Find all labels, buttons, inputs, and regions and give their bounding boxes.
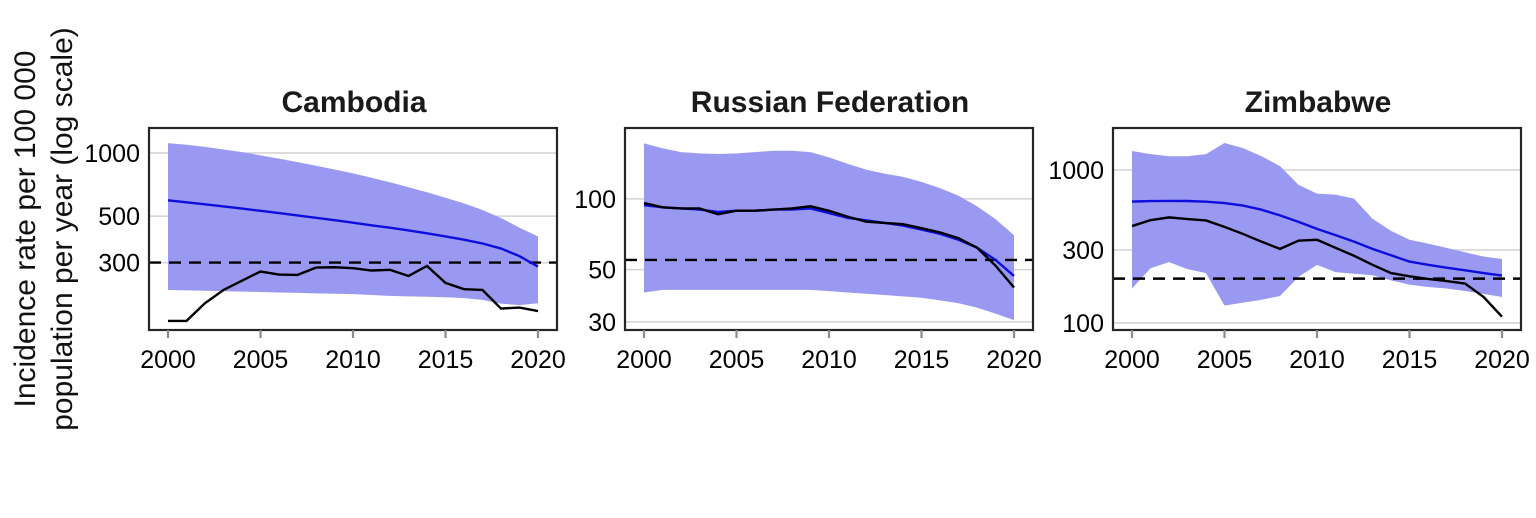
y-tick-label: 50 bbox=[588, 257, 616, 285]
panel-title-zimbabwe: Zimbabwe bbox=[1244, 86, 1392, 119]
x-tick-label: 2005 bbox=[709, 346, 765, 374]
estimated-incidence-line bbox=[167, 199, 539, 268]
y-axis-title-line2: population per year (log scale) bbox=[46, 27, 79, 431]
x-tick-label: 2000 bbox=[616, 346, 672, 374]
russian-federation-plot: 2000 2005 2010 2015 2020 100 50 30 bbox=[574, 126, 1042, 374]
y-axis-title: Incidence rate per 100 000 population pe… bbox=[7, 0, 81, 459]
x-tick-label: 2015 bbox=[418, 346, 474, 374]
x-tick-label: 2005 bbox=[233, 346, 289, 374]
panel-title-russian-federation: Russian Federation bbox=[690, 86, 970, 119]
notifications-line bbox=[168, 264, 539, 323]
x-tick-label: 2015 bbox=[1382, 346, 1438, 374]
panel-title-cambodia: Cambodia bbox=[281, 86, 427, 119]
uncertainty-interval-band bbox=[1132, 143, 1502, 306]
y-axis-title-line1: Incidence rate per 100 000 bbox=[9, 50, 42, 408]
y-tick-label: 300 bbox=[98, 250, 140, 278]
y-tick-label: 100 bbox=[1062, 310, 1104, 338]
notifications-line bbox=[1131, 216, 1503, 318]
y-tick-label: 1000 bbox=[84, 140, 140, 168]
y-tick-label: 1000 bbox=[1048, 157, 1104, 185]
y-tick-label: 30 bbox=[588, 309, 616, 337]
uncertainty-interval-band bbox=[168, 143, 538, 306]
x-tick-label: 2010 bbox=[325, 346, 381, 374]
zimbabwe-plot: 2000 2005 2010 2015 2020 1000 300 100 bbox=[1048, 126, 1530, 374]
x-tick-label: 2010 bbox=[1289, 346, 1345, 374]
x-tick-label: 2015 bbox=[894, 346, 950, 374]
uncertainty-interval-band bbox=[644, 143, 1014, 321]
x-tick-label: 2000 bbox=[1104, 346, 1160, 374]
cambodia-plot: 2000 2005 2010 2015 2020 1000 500 300 bbox=[84, 126, 566, 374]
y-tick-label: 300 bbox=[1062, 237, 1104, 265]
x-tick-label: 2020 bbox=[510, 346, 566, 374]
y-tick-label: 100 bbox=[574, 186, 616, 214]
x-tick-label: 2020 bbox=[1474, 346, 1530, 374]
x-tick-label: 2020 bbox=[986, 346, 1042, 374]
x-tick-label: 2000 bbox=[140, 346, 196, 374]
y-tick-label: 500 bbox=[98, 203, 140, 231]
x-tick-label: 2010 bbox=[801, 346, 857, 374]
x-tick-label: 2005 bbox=[1197, 346, 1253, 374]
notifications-line bbox=[643, 201, 1015, 289]
estimated-incidence-line bbox=[1131, 199, 1503, 277]
